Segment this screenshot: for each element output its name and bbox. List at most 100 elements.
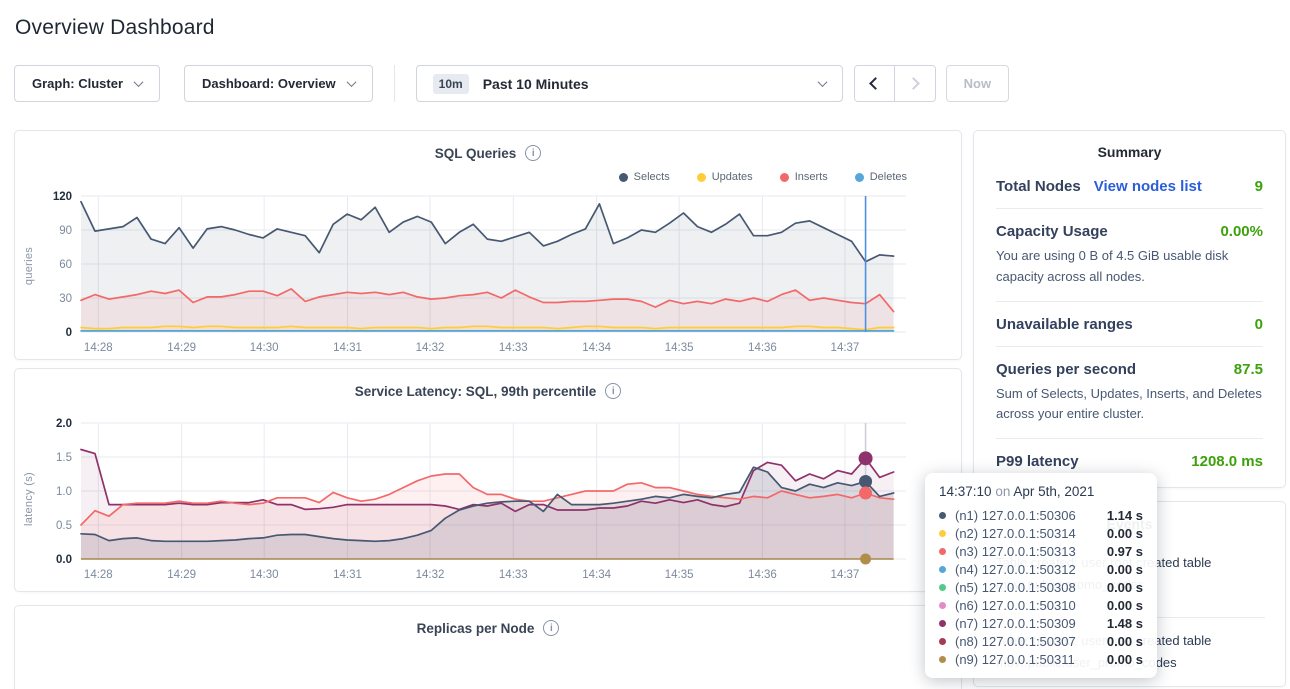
tooltip-time: 14:37:10 — [939, 484, 992, 499]
svg-text:14:35: 14:35 — [665, 342, 694, 354]
info-icon[interactable]: i — [605, 383, 621, 399]
svg-text:14:30: 14:30 — [250, 569, 279, 581]
tooltip-row: (n3) 127.0.0.1:503130.97 s — [939, 542, 1143, 560]
p99-latency-label: P99 latency — [996, 453, 1079, 470]
svg-text:14:37: 14:37 — [831, 569, 860, 581]
replicas-title: Replicas per Node — [417, 621, 535, 636]
tooltip-row: (n7) 127.0.0.1:503091.48 s — [939, 614, 1143, 632]
summary-row-capacity-usage: Capacity Usage 0.00% You are using 0 B o… — [996, 209, 1263, 302]
tooltip-row: (n9) 127.0.0.1:503110.00 s — [939, 650, 1143, 668]
summary-row-total-nodes: Total Nodes View nodes list 9 — [996, 164, 1263, 209]
tooltip-node-value: 0.00 s — [1107, 580, 1143, 595]
sql-queries-title: SQL Queries — [435, 146, 517, 161]
view-nodes-list-link[interactable]: View nodes list — [1094, 178, 1202, 195]
svg-text:1.5: 1.5 — [56, 452, 72, 464]
info-icon[interactable]: i — [543, 620, 559, 636]
svg-text:14:32: 14:32 — [416, 569, 445, 581]
summary-row-unavailable-ranges: Unavailable ranges 0 — [996, 302, 1263, 347]
svg-text:14:37: 14:37 — [831, 342, 860, 354]
graph-dropdown[interactable]: Graph: Cluster — [14, 65, 160, 102]
svg-text:14:29: 14:29 — [167, 342, 196, 354]
legend-dot-icon — [780, 173, 789, 182]
svg-text:14:31: 14:31 — [333, 342, 362, 354]
controls-divider — [394, 65, 395, 102]
node-color-dot-icon — [939, 584, 946, 591]
svg-text:14:35: 14:35 — [665, 569, 694, 581]
now-button[interactable]: Now — [946, 65, 1009, 102]
tooltip-node-label: (n3) 127.0.0.1:50313 — [955, 544, 1107, 559]
summary-title: Summary — [996, 144, 1263, 160]
tooltip-node-value: 0.00 s — [1107, 526, 1143, 541]
legend-item-updates: Updates — [697, 170, 753, 184]
dashboard-dropdown[interactable]: Dashboard: Overview — [184, 65, 373, 102]
legend-label: Updates — [712, 171, 753, 183]
dashboard-dropdown-label: Dashboard: Overview — [202, 76, 336, 91]
total-nodes-value: 9 — [1255, 178, 1263, 195]
tooltip-on: on — [995, 484, 1010, 499]
arrow-left-icon — [869, 77, 882, 90]
page-title: Overview Dashboard — [15, 16, 1286, 40]
sql-queries-legend: SelectsUpdatesInsertsDeletes — [15, 170, 961, 184]
sql-queries-chart[interactable]: queries 120906030014:2814:2914:3014:3114… — [15, 184, 961, 359]
controls-row: Graph: Cluster Dashboard: Overview 10m P… — [14, 65, 1286, 102]
svg-text:90: 90 — [59, 225, 72, 237]
tooltip-node-label: (n4) 127.0.0.1:50312 — [955, 562, 1107, 577]
unavailable-ranges-value: 0 — [1255, 316, 1263, 333]
tooltip-node-label: (n6) 127.0.0.1:50310 — [955, 598, 1107, 613]
tooltip-rows: (n1) 127.0.0.1:503061.14 s(n2) 127.0.0.1… — [939, 506, 1143, 668]
svg-text:14:33: 14:33 — [499, 342, 528, 354]
time-next-button[interactable] — [895, 66, 935, 101]
svg-text:14:33: 14:33 — [499, 569, 528, 581]
svg-text:2.0: 2.0 — [56, 418, 72, 430]
tooltip-node-label: (n5) 127.0.0.1:50308 — [955, 580, 1107, 595]
arrow-right-icon — [907, 77, 920, 90]
total-nodes-label: Total Nodes — [996, 178, 1081, 195]
tooltip-node-label: (n7) 127.0.0.1:50309 — [955, 616, 1107, 631]
svg-text:60: 60 — [59, 259, 72, 271]
svg-text:14:28: 14:28 — [84, 342, 113, 354]
chart-tooltip: 14:37:10 on Apr 5th, 2021 (n1) 127.0.0.1… — [925, 473, 1157, 678]
capacity-usage-label: Capacity Usage — [996, 223, 1108, 240]
service-latency-plot[interactable]: 2.01.51.00.50.014:2814:2914:3014:3114:32… — [15, 413, 961, 591]
node-color-dot-icon — [939, 566, 946, 573]
svg-text:14:34: 14:34 — [582, 342, 611, 354]
tooltip-row: (n6) 127.0.0.1:503100.00 s — [939, 596, 1143, 614]
legend-item-inserts: Inserts — [780, 170, 828, 184]
legend-label: Deletes — [870, 171, 907, 183]
y-axis-label: latency (s) — [23, 472, 35, 526]
tooltip-node-label: (n8) 127.0.0.1:50307 — [955, 634, 1107, 649]
info-icon[interactable]: i — [525, 145, 541, 161]
svg-text:14:34: 14:34 — [582, 569, 611, 581]
svg-text:0.5: 0.5 — [56, 520, 72, 532]
chevron-down-icon — [134, 77, 144, 87]
tooltip-row: (n2) 127.0.0.1:503140.00 s — [939, 524, 1143, 542]
svg-text:14:31: 14:31 — [333, 569, 362, 581]
svg-text:14:36: 14:36 — [748, 569, 777, 581]
svg-text:0: 0 — [66, 327, 72, 339]
svg-text:14:36: 14:36 — [748, 342, 777, 354]
node-color-dot-icon — [939, 638, 946, 645]
chevron-down-icon — [346, 77, 356, 87]
time-range-badge: 10m — [433, 74, 469, 94]
replicas-header: Replicas per Node i — [15, 606, 961, 636]
service-latency-panel: Service Latency: SQL, 99th percentile i … — [14, 368, 962, 592]
svg-text:0.0: 0.0 — [56, 554, 72, 566]
y-axis-label: queries — [23, 247, 35, 285]
svg-text:120: 120 — [53, 191, 72, 203]
time-range-label: Past 10 Minutes — [483, 76, 589, 92]
tooltip-node-value: 0.00 s — [1107, 634, 1143, 649]
sql-queries-plot[interactable]: 120906030014:2814:2914:3014:3114:3214:33… — [15, 184, 961, 359]
summary-panel: Summary Total Nodes View nodes list 9 Ca… — [973, 130, 1286, 488]
sql-queries-panel: SQL Queries i SelectsUpdatesInsertsDelet… — [14, 130, 962, 360]
legend-dot-icon — [697, 173, 706, 182]
svg-text:14:28: 14:28 — [84, 569, 113, 581]
legend-dot-icon — [855, 173, 864, 182]
time-range-dropdown[interactable]: 10m Past 10 Minutes — [416, 65, 843, 102]
tooltip-row: (n1) 127.0.0.1:503061.14 s — [939, 506, 1143, 524]
service-latency-chart[interactable]: latency (s) 2.01.51.00.50.014:2814:2914:… — [15, 413, 961, 591]
tooltip-node-label: (n2) 127.0.0.1:50314 — [955, 526, 1107, 541]
time-prev-button[interactable] — [855, 66, 895, 101]
qps-desc: Sum of Selects, Updates, Inserts, and De… — [996, 384, 1263, 426]
legend-item-deletes: Deletes — [855, 170, 907, 184]
svg-text:14:29: 14:29 — [167, 569, 196, 581]
